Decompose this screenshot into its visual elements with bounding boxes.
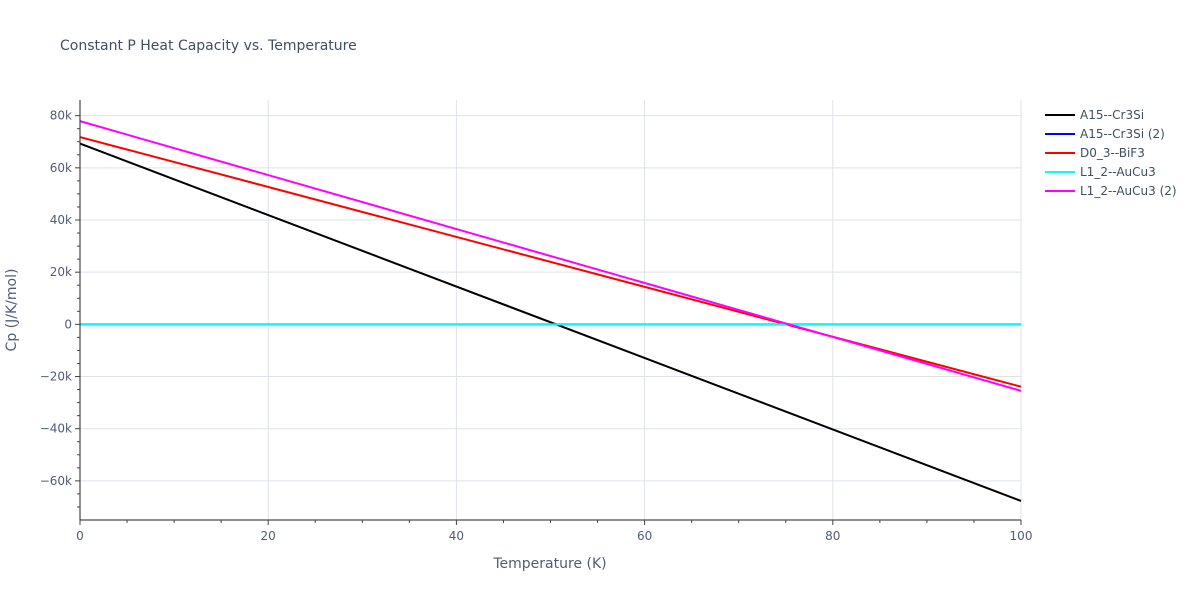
y-tick-label: 0 [64, 317, 72, 331]
x-tick-label: 0 [76, 529, 84, 543]
x-axis-title: Temperature (K) [492, 556, 606, 572]
series-lines [79, 120, 1022, 502]
legend-label: A15--Cr3Si (2) [1080, 127, 1165, 141]
legend: A15--Cr3Si A15--Cr3Si (2) D0_3--BiF3 L1_2--… [1045, 108, 1177, 198]
y-tick-label: 60k [50, 161, 72, 175]
x-tick-label: 80 [825, 529, 840, 543]
legend-label: L1_2--AuCu3 [1080, 165, 1156, 179]
series-line-2 [79, 136, 1022, 388]
x-tick-label: 20 [261, 529, 276, 543]
x-tick-label: 60 [637, 529, 652, 543]
x-tick-label: 40 [449, 529, 464, 543]
y-tick-label: −20k [40, 370, 72, 384]
y-axis-ticks: −60k −40k −20k 0 20k 40k 60k 80k [40, 109, 80, 508]
y-tick-label: 80k [50, 109, 72, 123]
axes [79, 100, 1021, 521]
legend-label: A15--Cr3Si [1080, 108, 1144, 122]
grid [80, 100, 1022, 520]
series-line-4 [79, 120, 1022, 392]
x-axis-ticks: 0 20 40 60 80 100 [76, 520, 1032, 543]
legend-label: D0_3--BiF3 [1080, 146, 1145, 160]
legend-label: L1_2--AuCu3 (2) [1080, 184, 1177, 198]
y-axis-title: Cp (J/K/mol) [4, 269, 20, 352]
chart-title: Constant P Heat Capacity vs. Temperature [60, 38, 357, 54]
series-line-0 [79, 142, 1022, 502]
y-tick-label: 20k [50, 265, 72, 279]
y-tick-label: 40k [50, 213, 72, 227]
y-tick-label: −40k [40, 422, 72, 436]
y-tick-label: −60k [40, 474, 72, 488]
x-tick-label: 100 [1010, 529, 1033, 543]
